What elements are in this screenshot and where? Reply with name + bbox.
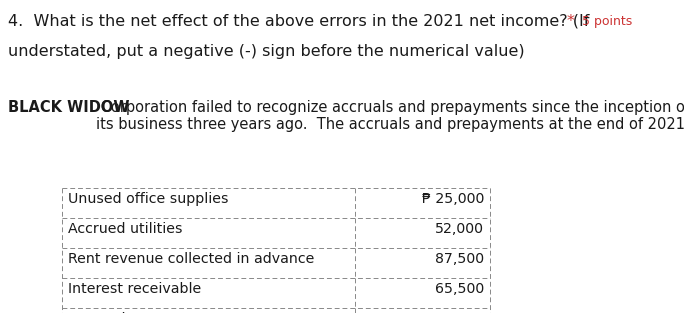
Text: 65,500: 65,500: [435, 282, 484, 296]
Text: 4.  What is the net effect of the above errors in the 2021 net income? (If: 4. What is the net effect of the above e…: [8, 14, 590, 29]
Text: 5 points: 5 points: [582, 15, 632, 28]
Text: Corporation failed to recognize accruals and prepayments since the inception of
: Corporation failed to recognize accruals…: [96, 100, 684, 132]
Text: 87,500: 87,500: [435, 252, 484, 266]
Text: Accrued wages: Accrued wages: [68, 312, 176, 313]
Text: Accrued utilities: Accrued utilities: [68, 222, 183, 236]
Text: *: *: [567, 14, 580, 29]
Text: 52,000: 52,000: [435, 222, 484, 236]
Text: Rent revenue collected in advance: Rent revenue collected in advance: [68, 252, 315, 266]
Text: understated, put a negative (-) sign before the numerical value): understated, put a negative (-) sign bef…: [8, 44, 525, 59]
Text: BLACK WIDOW: BLACK WIDOW: [8, 100, 129, 115]
Text: Unused office supplies: Unused office supplies: [68, 192, 228, 206]
Text: 49,100: 49,100: [435, 312, 484, 313]
Text: ₱ 25,000: ₱ 25,000: [421, 192, 484, 206]
Text: Interest receivable: Interest receivable: [68, 282, 201, 296]
